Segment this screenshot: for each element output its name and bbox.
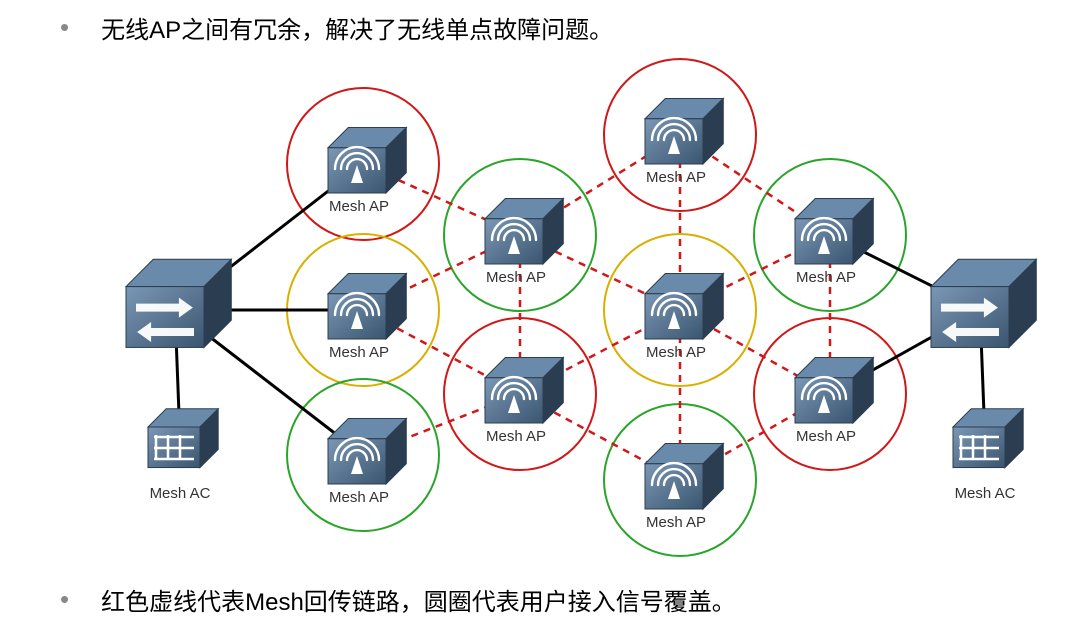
mesh-ap-icon (485, 198, 563, 264)
mesh-diagram (0, 0, 1080, 628)
mesh-ap-icon (328, 127, 406, 193)
mesh-ap-icon (645, 98, 723, 164)
mesh-ap-label: Mesh AP (319, 198, 399, 215)
mesh-ap-icon (795, 357, 873, 423)
mesh-ap-label: Mesh AP (476, 269, 556, 286)
mesh-ap-label: Mesh AP (636, 169, 716, 186)
mesh-ap-icon (485, 357, 563, 423)
mesh-ac-label: Mesh AC (945, 485, 1025, 502)
mesh-ap-label: Mesh AP (476, 428, 556, 445)
mesh-ap-icon (328, 273, 406, 339)
mesh-ap-icon (645, 273, 723, 339)
switch-icon (126, 259, 231, 347)
mesh-ap-icon (645, 443, 723, 509)
mesh-ac-icon (148, 409, 218, 468)
mesh-ac-label: Mesh AC (140, 485, 220, 502)
mesh-ap-label: Mesh AP (786, 428, 866, 445)
switch-icon (931, 259, 1036, 347)
mesh-ap-label: Mesh AP (786, 269, 866, 286)
mesh-ap-icon (795, 198, 873, 264)
mesh-ap-label: Mesh AP (319, 489, 399, 506)
mesh-ap-label: Mesh AP (636, 514, 716, 531)
mesh-ap-label: Mesh AP (636, 344, 716, 361)
mesh-ac-icon (953, 409, 1023, 468)
mesh-ap-label: Mesh AP (319, 344, 399, 361)
mesh-ap-icon (328, 418, 406, 484)
